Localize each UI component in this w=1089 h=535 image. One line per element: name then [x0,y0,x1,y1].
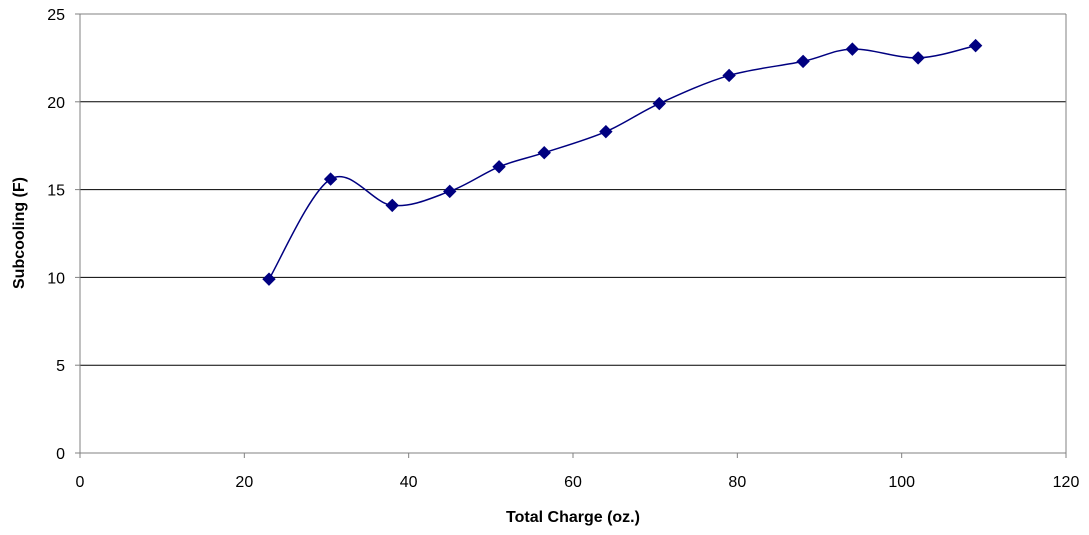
y-tick-label-5: 25 [47,7,65,24]
y-tick-label-2: 10 [47,270,65,287]
y-tick-label-4: 20 [47,95,65,112]
x-tick-label-5: 100 [888,474,915,491]
x-tick-label-2: 40 [400,474,418,491]
data-point-9 [796,54,810,69]
series [262,38,983,286]
x-tick-label-4: 80 [728,474,746,491]
x-tick-label-0: 0 [76,474,85,491]
data-point-2 [385,198,399,213]
data-point-0 [262,272,276,286]
data-point-11 [911,51,925,65]
data-point-3 [443,184,457,199]
data-point-10 [845,42,860,56]
data-point-6 [599,124,613,139]
y-axis-title: Subcooling (F) [11,177,28,289]
y-tick-label-1: 5 [56,358,65,375]
tick-labels: 0 20 40 60 80 100 120 0 5 10 15 20 25 [47,7,1079,491]
x-axis-title: Total Charge (oz.) [506,509,640,526]
x-tick-label-1: 20 [235,474,253,491]
y-tick-label-0: 0 [56,446,65,463]
data-point-1 [323,172,338,186]
x-tick-label-6: 120 [1053,474,1080,491]
y-tick-label-3: 15 [47,183,65,200]
data-point-7 [652,96,666,111]
data-point-4 [492,160,506,174]
x-tick-label-3: 60 [564,474,582,491]
data-point-8 [722,68,736,83]
data-point-5 [537,146,551,160]
axes [75,13,1067,458]
data-point-12 [968,38,983,53]
